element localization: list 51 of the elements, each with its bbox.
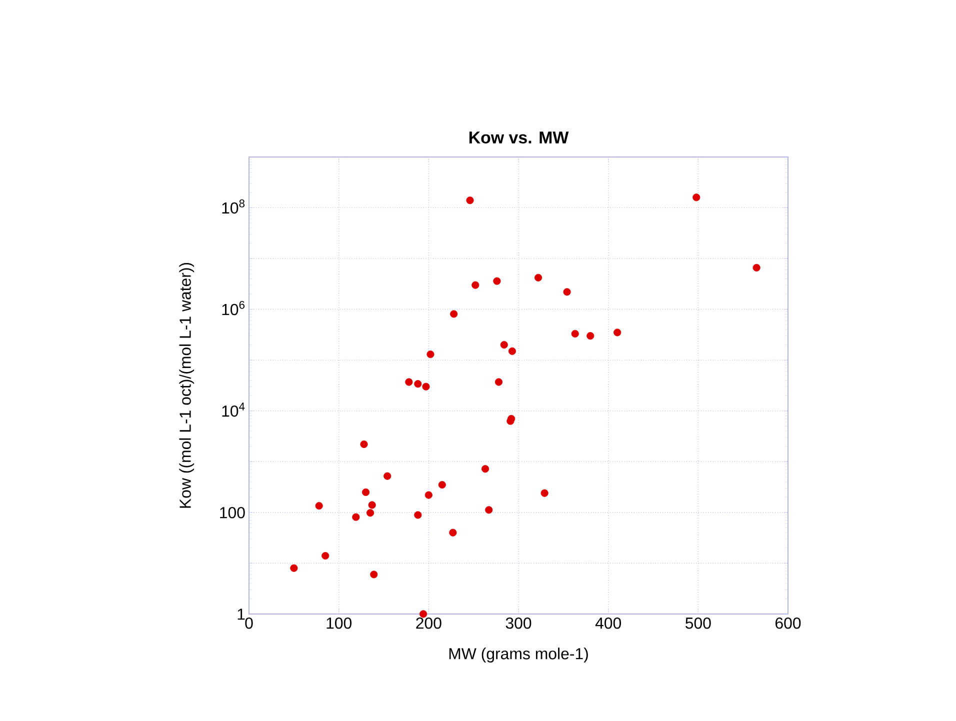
point	[426, 350, 434, 358]
point	[422, 382, 430, 390]
point	[368, 501, 376, 509]
point	[315, 502, 323, 510]
y-tick-label: 10$^{6}$	[222, 300, 245, 316]
x-tick-label: 300	[506, 618, 532, 629]
x-tick-label: 200	[416, 618, 442, 629]
point	[449, 528, 457, 536]
point	[571, 330, 579, 338]
point	[414, 511, 422, 519]
point	[370, 570, 378, 578]
y-tick-label: 100	[220, 507, 245, 518]
point	[493, 277, 501, 285]
y-tick-label: 1	[238, 608, 245, 620]
point	[692, 194, 700, 202]
y-axis-title: Kow ((mol L-1 oct)/(mol L-1 water))	[179, 262, 194, 508]
x-axis-title: MW (grams mole-1)	[449, 648, 588, 662]
point	[563, 288, 571, 296]
point	[405, 378, 413, 386]
point	[362, 488, 370, 496]
x-tick-label: 0	[245, 618, 253, 629]
x-tick-label: 600	[776, 618, 801, 629]
point	[424, 491, 432, 499]
point	[472, 281, 480, 289]
point	[500, 341, 508, 349]
point	[534, 274, 542, 282]
point	[352, 513, 360, 521]
point	[384, 472, 392, 480]
x-tick-label: 400	[595, 618, 621, 629]
point	[586, 332, 594, 340]
x-tick-label: 500	[686, 618, 711, 629]
x-tick-label: 100	[326, 618, 352, 629]
y-tick-label: 10$^{8}$	[222, 199, 245, 214]
point	[752, 264, 760, 272]
point	[450, 310, 458, 318]
point	[366, 509, 374, 517]
point	[419, 610, 428, 618]
point	[360, 440, 368, 448]
point	[438, 481, 446, 489]
point	[508, 347, 516, 355]
point	[466, 196, 474, 204]
chart-title: Kow vs. MW	[469, 132, 569, 144]
point	[290, 564, 298, 572]
point	[481, 465, 490, 473]
point	[322, 552, 330, 560]
y-tick-label: 10$^{4}$	[222, 402, 245, 417]
point	[614, 328, 622, 336]
point	[540, 489, 548, 497]
point	[485, 506, 493, 514]
point	[414, 380, 422, 388]
point	[494, 378, 503, 386]
